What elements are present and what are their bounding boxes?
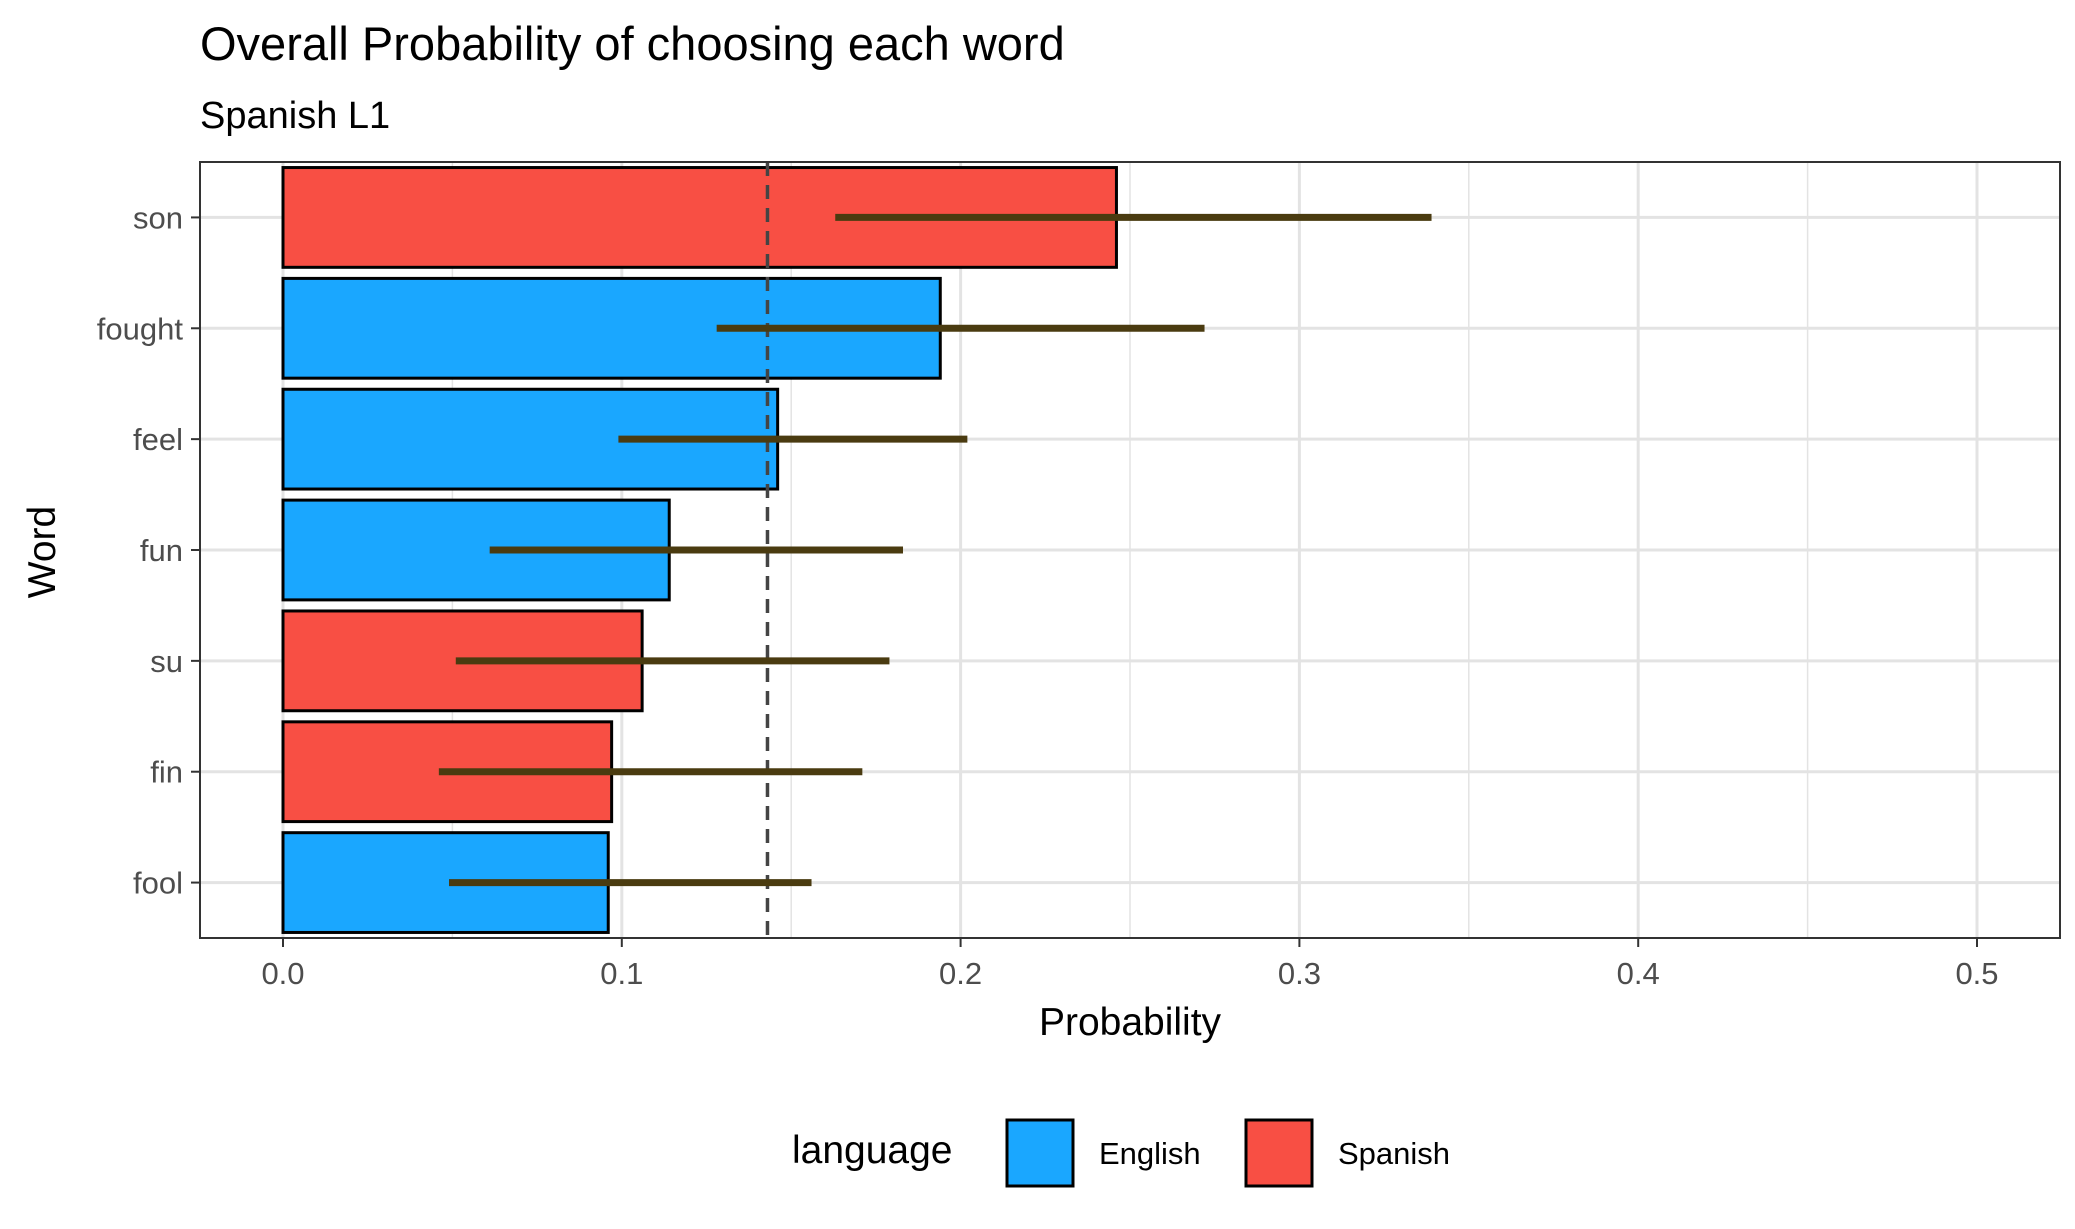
x-tick-label: 0.3	[1278, 956, 1321, 991]
legend-key-english	[1005, 1118, 1075, 1188]
y-tick-label-su: su	[150, 644, 183, 679]
y-tick-label-feel: feel	[133, 422, 183, 457]
x-axis-title: Probability	[1039, 1001, 1222, 1044]
x-tick-label: 0.2	[939, 956, 982, 991]
x-tick-label: 0.4	[1617, 956, 1660, 991]
x-tick-label: 0.0	[261, 956, 304, 991]
plot-area: son fought feel fun su fin fool 0.0 0.1 0.2 0.3 0.4…	[97, 161, 2061, 991]
y-tick-label-son: son	[133, 200, 183, 235]
legend-label-spanish: Spanish	[1338, 1136, 1450, 1171]
chart-subtitle: Spanish L1	[200, 95, 390, 137]
legend: language English Spanish	[792, 1118, 1450, 1188]
legend-title: language	[792, 1129, 953, 1172]
y-tick-label-fool: fool	[133, 866, 183, 901]
chart-title: Overall Probability of choosing each wor…	[200, 17, 1065, 70]
legend-key-spanish	[1244, 1118, 1314, 1188]
y-tick-label-fin: fin	[150, 755, 183, 790]
x-tick-label: 0.1	[600, 956, 643, 991]
y-tick-label-fought: fought	[97, 311, 184, 346]
x-tick-label: 0.5	[1955, 956, 1998, 991]
y-tick-label-fun: fun	[140, 533, 183, 568]
y-axis-title: Word	[21, 506, 64, 598]
legend-label-english: English	[1099, 1136, 1201, 1171]
